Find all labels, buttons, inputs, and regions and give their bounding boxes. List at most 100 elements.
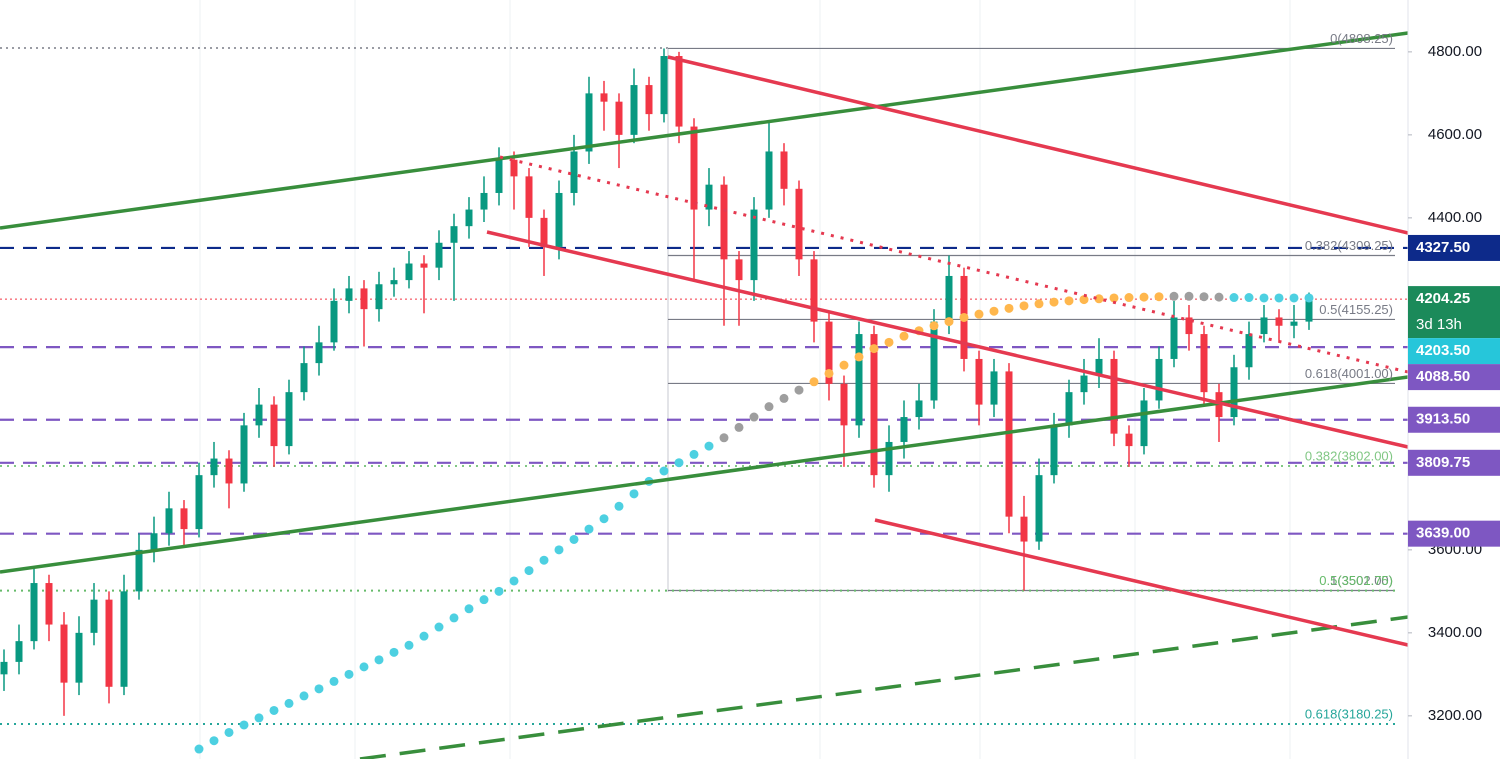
candle-body [60,624,68,683]
ma-dot [1214,292,1224,302]
ma-dot [1109,293,1119,303]
candle-body [1095,358,1103,376]
candle-body [930,321,938,401]
y-tick-label: 4800.00 [1428,43,1482,60]
ma-dot [464,604,474,614]
trendline [0,375,1409,574]
candle-body [810,259,818,322]
candle-body [780,151,788,189]
y-tick-label: 4600.00 [1428,126,1482,143]
ma-dot [254,713,264,723]
candle-body [270,404,278,447]
candle-body [180,508,188,530]
candle-body [225,458,233,484]
candle-body [15,641,23,662]
price-label: 4204.25 [1416,290,1470,307]
candle-body [450,226,458,243]
candle-body [420,263,428,268]
ma-dot [299,691,309,701]
fib-label: 0.382(3802.00) [1305,448,1393,463]
ma-dot [749,412,759,422]
candle-body [285,392,293,447]
price-label-box [1408,338,1500,365]
y-tick-label: 3200.00 [1428,707,1482,724]
candle-body [630,85,638,135]
candle-body [360,288,368,310]
ma-dot [974,309,984,319]
ma-dot [674,458,684,468]
ma-dot [989,306,999,316]
candle-body [435,242,443,268]
candle-body [135,549,143,592]
ma-dot [1154,292,1164,302]
candle-body [1200,334,1208,393]
candle-body [765,151,773,210]
price-label: 3913.50 [1416,411,1470,428]
candle-body [465,209,473,227]
y-tick-label: 4400.00 [1428,209,1482,226]
candle-body [1260,317,1268,335]
candle-body [30,583,38,642]
candle-body [885,441,893,476]
price-label: 3809.75 [1416,454,1470,471]
candle-body [300,363,308,393]
ma-dot [1094,294,1104,304]
ma-dot [1169,291,1179,301]
ma-dot [569,534,579,544]
price-label-box [1408,406,1500,433]
ma-dot [209,736,219,746]
candle-body [840,383,848,426]
fib-label: 0.382(4309.25) [1305,238,1393,253]
candle-body [900,417,908,442]
ma-dot [929,321,939,331]
ma-dot [269,705,279,715]
candle-body [1290,321,1298,326]
price-label-box [1408,520,1500,547]
candle-body [525,176,533,218]
ma-dot [509,576,519,586]
ma-dot [1304,293,1314,303]
fib-label: 0.5(4155.25) [1319,302,1393,317]
ma-dot [284,698,294,708]
ma-dot [659,466,669,476]
candle-body [660,56,668,115]
candle-body [585,93,593,152]
candle-body [705,184,713,210]
candles [0,48,1313,716]
candle-body [390,280,398,285]
candle-body [870,334,878,476]
ma-dot [554,545,564,555]
candle-body [495,159,503,193]
ma-dot [1124,293,1134,303]
ma-dot [959,312,969,322]
fib-label: 0.618(4001.00) [1305,366,1393,381]
candle-body [150,533,158,550]
ma-dot [944,317,954,327]
fib-label: 0.618(3180.25) [1305,706,1393,721]
ma-dot [614,501,624,511]
ma-dot [1019,301,1029,311]
ma-dot [434,622,444,632]
candle-body [255,404,263,426]
price-label-box [1408,234,1500,261]
trendline [359,615,1409,759]
candle-body [1005,371,1013,517]
price-label: 4203.50 [1416,342,1470,359]
candle-body [1050,425,1058,476]
candle-body [990,371,998,405]
candle-body [825,321,833,384]
candle-body [75,632,83,683]
trendlines [0,31,1409,759]
ma-dot [794,385,804,395]
candle-body [405,263,413,281]
trendline [874,518,1409,647]
ma-dot [584,524,594,534]
candle-body [195,475,203,530]
price-label-box [1408,449,1500,476]
ma-dot [809,377,819,387]
ma-dot [389,647,399,657]
ma-dot [494,586,504,596]
candle-body [690,126,698,210]
candle-body [480,192,488,210]
